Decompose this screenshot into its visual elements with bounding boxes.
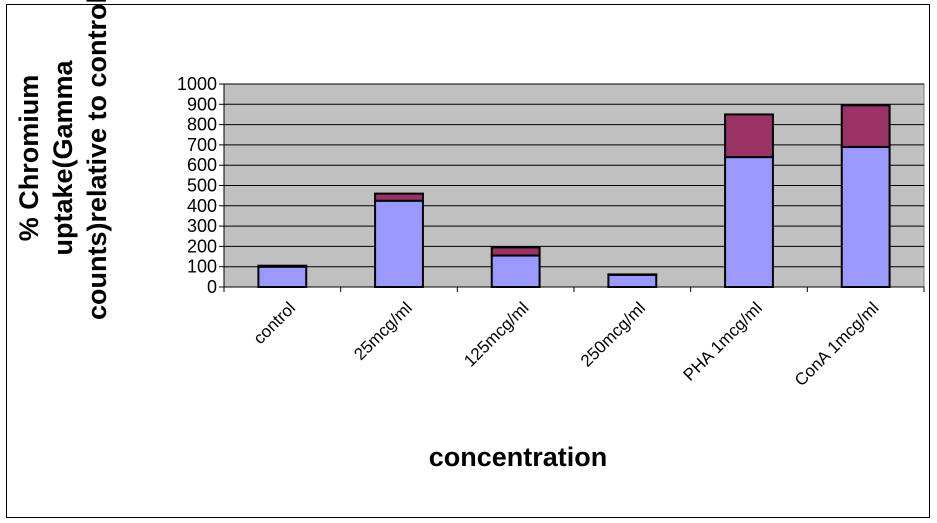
y-tick-label: 800 (187, 115, 217, 135)
x-axis-title: concentration (429, 442, 608, 472)
bar-segment-series-2 (257, 264, 308, 268)
bar-segment-series-1 (724, 156, 774, 288)
x-tick-label: 125mcg/ml (460, 298, 532, 370)
bar-segment-series-1 (490, 254, 541, 289)
bars (257, 104, 891, 289)
y-tick-label: 400 (187, 196, 217, 216)
x-axis-ticks: control 25mcg/ml 125mcg/ml 250mcg/ml PHA 1mc… (223, 287, 925, 390)
y-tick-label: 700 (187, 135, 217, 155)
y-tick-label: 100 (187, 257, 217, 277)
y-tick-label: 1000 (177, 74, 217, 94)
x-tick-label: 25mcg/ml (350, 298, 416, 364)
y-axis-title-line-1: % Chromium (14, 75, 44, 242)
x-tick-label: control (250, 298, 300, 348)
y-tick-label: 200 (187, 236, 217, 256)
bar-segment-series-1 (607, 273, 658, 289)
bar-segment-series-2 (724, 113, 774, 159)
x-tick-label: PHA 1mcg/ml (680, 298, 766, 384)
y-axis-title-line-2: uptake(Gamma (48, 59, 78, 255)
y-tick-label: 900 (187, 94, 217, 114)
y-axis-title-line-3: counts)relative to control (82, 0, 112, 320)
bar-segment-series-1 (257, 265, 308, 289)
y-tick-label: 0 (207, 277, 217, 297)
y-tick-label: 500 (187, 176, 217, 196)
bar-segment-series-2 (490, 246, 541, 257)
bar-segment-series-1 (374, 199, 424, 289)
bar-segment-series-2 (840, 104, 891, 148)
x-tick-label: ConA 1mcg/ml (791, 298, 883, 390)
y-axis-title: % Chromium uptake(Gamma counts)relative … (14, 0, 112, 320)
bar-segment-series-2 (374, 192, 424, 202)
gridlines (224, 83, 924, 268)
y-tick-label: 300 (187, 216, 217, 236)
x-tick-label: 250mcg/ml (577, 298, 649, 370)
y-tick-label: 600 (187, 155, 217, 175)
bar-segment-series-1 (840, 145, 891, 288)
